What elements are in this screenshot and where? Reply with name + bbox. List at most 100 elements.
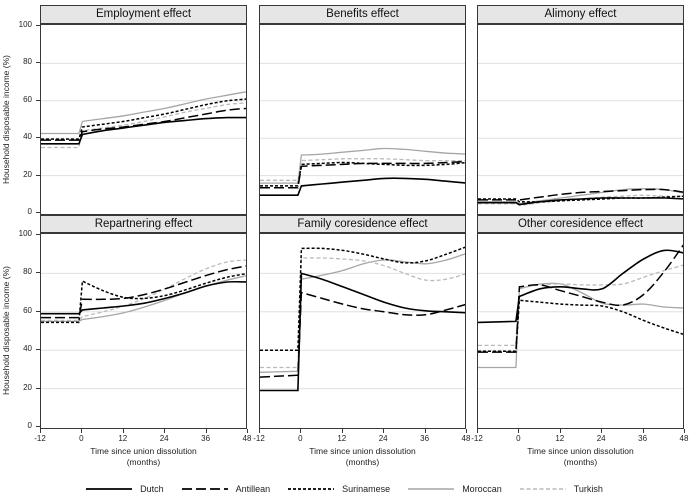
series-line-moroccan — [41, 274, 249, 323]
x-tick-mark — [518, 429, 520, 433]
series-line-moroccan — [259, 252, 468, 373]
x-tick-label: 48 — [679, 434, 689, 443]
y-tick-label: 20 — [23, 382, 32, 392]
plot-svg — [260, 62, 468, 196]
panel-title: Repartnering effect — [40, 215, 247, 233]
series-line-dutch — [41, 280, 249, 315]
panel-title: Employment effect — [40, 5, 247, 24]
y-tick-label: 60 — [23, 94, 32, 104]
panel-title: Benefits effect — [259, 5, 466, 24]
x-tick-mark — [81, 429, 83, 433]
x-tick-mark — [164, 429, 166, 433]
x-tick-label: 12 — [337, 434, 347, 443]
legend-label: Moroccan — [462, 484, 502, 494]
y-tick-mark — [36, 272, 40, 274]
series-line-moroccan — [41, 90, 249, 135]
y-tick-mark — [36, 310, 40, 312]
x-tick-label: 0 — [298, 434, 303, 443]
plot-svg — [41, 259, 249, 390]
series-line-moroccan — [478, 282, 686, 369]
x-axis-title-line1: Time since union dissolution — [527, 446, 634, 456]
series-line-surinamese — [260, 245, 468, 351]
x-tick-label: 24 — [596, 434, 606, 443]
x-tick-label: 0 — [79, 434, 84, 443]
series-line-dutch — [260, 177, 468, 196]
y-axis-title-row2: Household disposable income (%) — [1, 266, 11, 396]
plot-area — [40, 233, 249, 429]
legend-label: Antillean — [235, 484, 271, 494]
panel-title: Family coresidence effect — [259, 215, 466, 233]
y-tick-mark — [36, 387, 40, 389]
series-line-moroccan — [260, 147, 468, 184]
y-tick-mark — [36, 99, 40, 101]
series-line-turkish — [478, 264, 686, 347]
x-axis-title: Time since union dissolution (months) — [259, 446, 466, 468]
x-tick-mark — [341, 429, 343, 433]
y-tick-label: 80 — [23, 57, 32, 67]
x-tick-label: 0 — [516, 434, 521, 443]
series-line-dutch — [41, 116, 249, 145]
legend-line-sample — [181, 488, 228, 490]
y-tick-mark — [36, 174, 40, 176]
legend-label: Dutch — [140, 484, 164, 494]
plot-svg — [41, 62, 249, 177]
x-tick-label: 48 — [461, 434, 471, 443]
series-line-turkish — [478, 194, 686, 207]
series-line-moroccan — [478, 188, 686, 205]
y-tick-mark — [36, 212, 40, 213]
series-line-antillean — [478, 242, 686, 353]
legend-line-sample — [519, 488, 566, 490]
y-axis-title-row1: Household disposable income (%) — [1, 55, 11, 184]
y-tick-mark — [36, 234, 40, 235]
series-line-antillean — [41, 107, 249, 141]
series-line-dutch — [260, 272, 468, 392]
x-tick-label: 24 — [159, 434, 169, 443]
series-line-surinamese — [41, 98, 249, 140]
legend: Dutch Antillean Surinamese Moroccan Turkish — [0, 481, 689, 497]
x-tick-mark — [259, 429, 260, 433]
plot-svg — [259, 245, 468, 392]
series-line-antillean — [260, 160, 468, 189]
series-line-surinamese — [260, 161, 468, 187]
series-line-antillean — [259, 291, 468, 378]
x-tick-mark — [205, 429, 207, 433]
legend-label: Surinamese — [342, 484, 391, 494]
x-tick-label: -12 — [34, 434, 46, 443]
y-tick-label: 20 — [23, 169, 32, 179]
x-axis-title-line2: (months) — [345, 457, 380, 467]
y-tick-label: 100 — [18, 229, 32, 238]
x-tick-mark — [477, 429, 478, 433]
x-tick-mark — [559, 429, 561, 433]
y-tick-mark — [36, 426, 40, 427]
plot-area — [259, 233, 468, 429]
x-axis-title: Time since union dissolution (months) — [477, 446, 684, 468]
x-tick-label: -12 — [253, 434, 265, 443]
x-tick-label: 12 — [118, 434, 128, 443]
x-axis-title-line1: Time since union dissolution — [309, 446, 416, 456]
x-tick-mark — [40, 429, 41, 433]
x-tick-label: 36 — [201, 434, 211, 443]
series-line-dutch — [477, 249, 686, 324]
y-tick-label: 40 — [23, 344, 32, 354]
x-tick-mark — [424, 429, 426, 433]
series-line-turkish — [41, 102, 249, 149]
x-tick-label: 24 — [378, 434, 388, 443]
y-tick-label: 100 — [18, 20, 32, 29]
x-tick-mark — [383, 429, 385, 433]
legend-line-sample — [408, 488, 455, 490]
plot-area — [40, 24, 249, 215]
plot-area — [477, 233, 686, 429]
y-tick-mark — [36, 25, 40, 26]
legend-line-sample — [288, 488, 335, 490]
plot-area — [259, 24, 468, 215]
plot-area — [477, 24, 686, 215]
series-line-antillean — [478, 188, 686, 201]
x-tick-label: 36 — [638, 434, 648, 443]
legend-label: Turkish — [573, 484, 603, 494]
x-tick-label: 12 — [555, 434, 565, 443]
x-axis-title-line2: (months) — [563, 457, 598, 467]
legend-line-sample — [86, 488, 133, 490]
legend-item-antillean: Antillean — [181, 484, 271, 494]
legend-item-surinamese: Surinamese — [288, 484, 390, 494]
